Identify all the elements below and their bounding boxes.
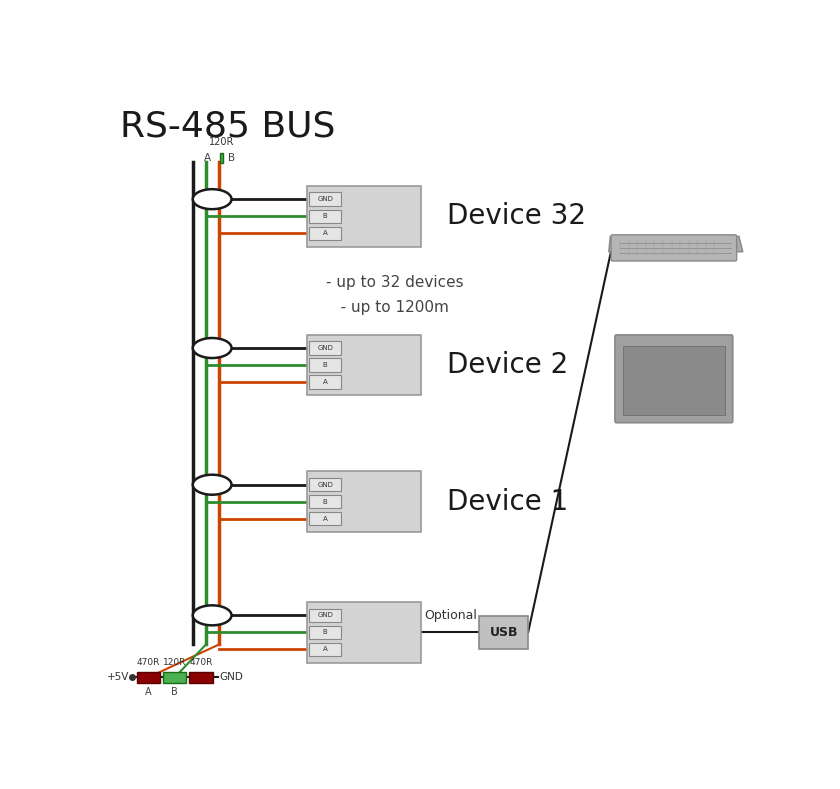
Ellipse shape bbox=[192, 475, 232, 495]
FancyBboxPatch shape bbox=[307, 335, 421, 395]
FancyBboxPatch shape bbox=[163, 672, 186, 682]
FancyBboxPatch shape bbox=[309, 643, 341, 656]
Text: 470R: 470R bbox=[137, 658, 160, 667]
Text: B: B bbox=[323, 499, 328, 505]
Text: B: B bbox=[171, 686, 178, 697]
Text: A: A bbox=[323, 230, 328, 236]
Text: Device 32: Device 32 bbox=[447, 202, 585, 230]
Text: GND: GND bbox=[318, 612, 333, 619]
FancyBboxPatch shape bbox=[309, 626, 341, 639]
FancyBboxPatch shape bbox=[309, 226, 341, 240]
FancyBboxPatch shape bbox=[309, 512, 341, 525]
FancyBboxPatch shape bbox=[309, 478, 341, 492]
Text: A: A bbox=[145, 686, 152, 697]
FancyBboxPatch shape bbox=[615, 335, 732, 423]
FancyBboxPatch shape bbox=[137, 672, 160, 682]
Ellipse shape bbox=[192, 338, 232, 358]
FancyBboxPatch shape bbox=[309, 358, 341, 372]
FancyBboxPatch shape bbox=[309, 210, 341, 222]
FancyBboxPatch shape bbox=[220, 154, 223, 163]
Text: Optional: Optional bbox=[424, 609, 477, 622]
Text: +5V: +5V bbox=[108, 672, 130, 682]
Text: GND: GND bbox=[318, 482, 333, 488]
FancyBboxPatch shape bbox=[622, 346, 725, 415]
Ellipse shape bbox=[192, 189, 232, 209]
Text: Device 1: Device 1 bbox=[447, 488, 568, 516]
FancyBboxPatch shape bbox=[309, 376, 341, 389]
FancyBboxPatch shape bbox=[309, 495, 341, 508]
FancyBboxPatch shape bbox=[309, 193, 341, 206]
FancyBboxPatch shape bbox=[190, 672, 213, 682]
Text: GND: GND bbox=[220, 672, 244, 682]
Ellipse shape bbox=[192, 605, 232, 626]
Text: - up to 32 devices
   - up to 1200m: - up to 32 devices - up to 1200m bbox=[327, 275, 464, 315]
FancyBboxPatch shape bbox=[307, 471, 421, 532]
Text: 470R: 470R bbox=[189, 658, 213, 667]
FancyBboxPatch shape bbox=[611, 235, 737, 261]
Text: A: A bbox=[323, 379, 328, 385]
Text: 120R: 120R bbox=[209, 137, 234, 148]
FancyBboxPatch shape bbox=[309, 342, 341, 355]
Text: A: A bbox=[323, 516, 328, 522]
Text: RS-485 BUS: RS-485 BUS bbox=[120, 110, 336, 144]
Text: GND: GND bbox=[318, 345, 333, 351]
Text: USB: USB bbox=[490, 626, 518, 639]
FancyBboxPatch shape bbox=[309, 608, 341, 622]
Text: B: B bbox=[323, 630, 328, 635]
FancyBboxPatch shape bbox=[307, 602, 421, 663]
Text: B: B bbox=[323, 362, 328, 368]
Text: B: B bbox=[323, 213, 328, 219]
Text: A: A bbox=[323, 646, 328, 653]
FancyBboxPatch shape bbox=[307, 186, 421, 246]
Text: 120R: 120R bbox=[163, 658, 186, 667]
Text: GND: GND bbox=[318, 196, 333, 202]
Polygon shape bbox=[609, 237, 743, 252]
Text: B: B bbox=[228, 154, 234, 163]
Text: Device 2: Device 2 bbox=[447, 351, 568, 379]
Text: A: A bbox=[204, 154, 211, 163]
FancyBboxPatch shape bbox=[480, 615, 528, 649]
